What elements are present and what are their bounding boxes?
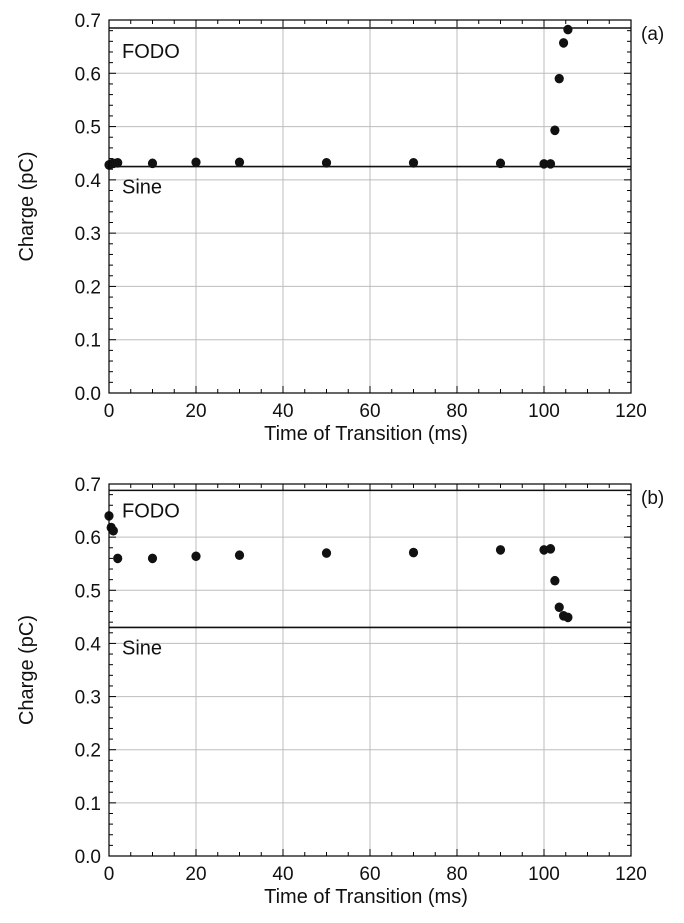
panel-a-y-tick-label: 0.5 <box>75 118 101 139</box>
panel-b-x-tick-label: 20 <box>185 864 206 885</box>
panel-a-x-axis-title: Time of Transition (ms) <box>264 423 468 445</box>
panel-b-x-tick-label: 0 <box>104 864 115 885</box>
panel-b-data-point <box>234 550 245 561</box>
panel-a-data-point <box>408 158 419 168</box>
panel-b-y-tick-label: 0.3 <box>75 688 101 709</box>
panel-b-panel-label: (b) <box>641 488 664 509</box>
panel-a-x-tick-label: 120 <box>615 401 647 422</box>
panel-b-y-tick-label: 0.6 <box>75 528 101 549</box>
panel-a-y-tick-label: 0.0 <box>75 384 101 405</box>
panel-a-y-tick-label: 0.1 <box>75 331 101 352</box>
panel-b-data-point <box>545 544 556 554</box>
panel-a-data-point <box>234 157 245 168</box>
panel-b-data-point <box>550 575 560 586</box>
panel-a-y-tick-label: 0.7 <box>75 11 101 32</box>
panel-b-data-point <box>408 547 419 558</box>
panel-b-y-tick-label: 0.5 <box>75 581 101 602</box>
panel-a-y-tick-label: 0.3 <box>75 224 101 245</box>
panel-a-x-tick-label: 60 <box>359 401 380 422</box>
panel-b-x-tick-label: 40 <box>272 864 293 885</box>
panel-a-data-point <box>191 157 201 168</box>
panel-b-data-point <box>495 545 506 555</box>
panel-a-data-point <box>147 158 158 169</box>
panel-b-y-axis-title: Charge (pC) <box>16 615 38 725</box>
panel-b-x-tick-label: 80 <box>446 864 467 885</box>
panel-a-x-tick-label: 80 <box>446 401 467 422</box>
panel-a-x-tick-label: 100 <box>528 401 560 422</box>
panel-b-y-tick-label: 0.7 <box>75 475 101 496</box>
panel-a-y-tick-label: 0.6 <box>75 64 101 85</box>
panel-b-plot-frame <box>108 483 632 857</box>
panel-b-y-tick-label: 0.4 <box>75 634 102 655</box>
panel-a-data-point <box>539 159 549 169</box>
panel-b-data-point <box>321 548 332 558</box>
panel-a-y-axis-title: Charge (pC) <box>16 151 38 261</box>
panel-b-data-point <box>113 553 123 564</box>
panel-a-x-tick-label: 40 <box>272 401 293 422</box>
panel-b-y-tick-label: 0.1 <box>75 794 101 815</box>
panel-a-data-point <box>113 158 123 168</box>
panel-a-y-tick-label: 0.2 <box>75 277 101 298</box>
panel-a-x-tick-label: 0 <box>104 401 115 422</box>
panel-b-data-point <box>191 551 201 562</box>
panel-b-ref-label-sine: Sine <box>122 637 162 659</box>
panel-b-x-axis-title: Time of Transition (ms) <box>264 886 468 908</box>
panel-b-x-tick-label: 100 <box>528 864 560 885</box>
panel-b-x-tick-label: 120 <box>615 864 647 885</box>
panel-a-plot-frame <box>108 19 632 394</box>
panel-b-y-tick-label: 0.2 <box>75 741 101 762</box>
panel-a-data-point <box>495 158 506 169</box>
panel-b-data-point <box>108 525 118 536</box>
panel-a-panel-label: (a) <box>641 24 664 45</box>
panel-a: FODO Sine 0 20 40 60 80 100 120 0.0 0.1 0.2 0.3 0.4 0.… <box>16 11 664 445</box>
panel-a-data-point <box>545 159 556 169</box>
panel-a-data-point <box>554 73 564 84</box>
panel-b-y-tick-label: 0.0 <box>75 847 101 868</box>
panel-b-data-point <box>554 602 564 613</box>
panel-b-data-point <box>147 553 158 564</box>
panel-b-ref-label-fodo: FODO <box>122 500 180 522</box>
panel-b: FODO Sine 0 20 40 60 80 100 120 0.0 0.1 0.2 0.3 0.4 0.… <box>16 475 664 908</box>
panel-b-x-tick-label: 60 <box>359 864 380 885</box>
panel-a-y-tick-label: 0.4 <box>75 171 102 192</box>
panel-a-x-tick-label: 20 <box>185 401 206 422</box>
panel-a-ref-label-fodo: FODO <box>122 41 180 63</box>
panel-a-data-point <box>321 158 332 168</box>
panel-a-data-point <box>563 24 573 35</box>
panel-a-data-point <box>550 125 560 136</box>
panel-a-data-point <box>558 38 569 48</box>
panel-b-data-point <box>563 612 573 623</box>
panel-a-ref-label-sine: Sine <box>122 177 162 199</box>
